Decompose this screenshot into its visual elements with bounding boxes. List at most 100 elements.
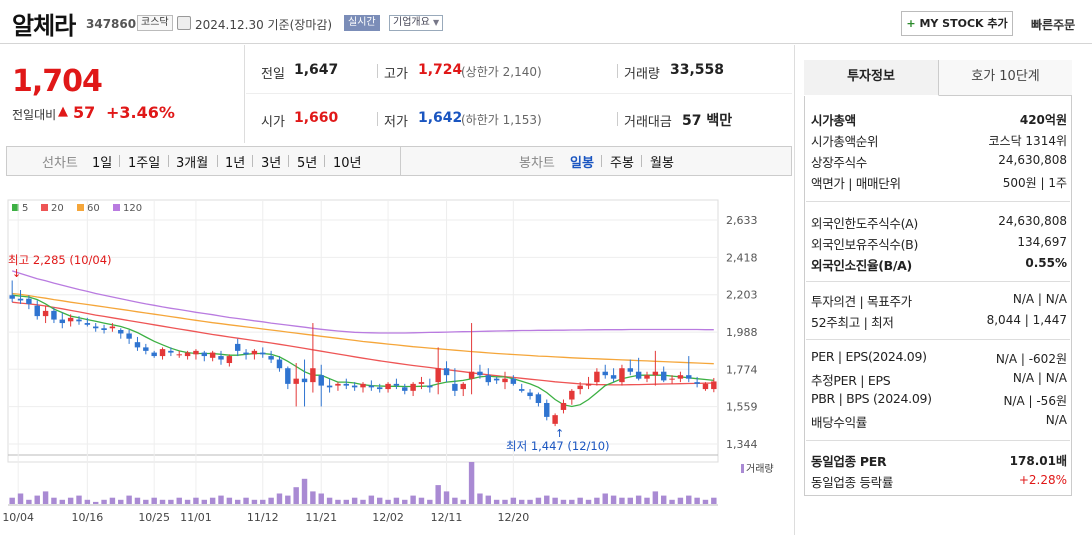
tab-orderbook[interactable]: 호가 10단계 [939,60,1072,96]
volume-bar [118,499,124,504]
legend-label: 120 [123,203,142,214]
tab-10y[interactable]: 10년 [333,156,362,171]
volume-bar [544,495,550,504]
volume-bar [460,499,466,504]
candle-body [635,371,642,379]
volume-bar [410,495,416,504]
tab-1w[interactable]: 1주일 [128,156,161,171]
candle-body [310,368,316,383]
volume-bar [310,491,316,504]
candle-body [159,349,166,357]
volume-bar [510,497,517,504]
candle-body [427,385,433,388]
info-key: 액면가 | 매매단위 [811,176,901,191]
candle-body [669,378,675,380]
volume-bar [627,497,634,504]
price-chart[interactable]: 5 20 60 120 2,633 2,418 2,203 1,988 1,774 1,559 1… [0,180,794,535]
volume-bar [260,499,266,504]
price-box [0,45,245,143]
info-value: 8,044 | 1,447 [986,313,1067,327]
candle-body [268,356,274,360]
candle-body [193,350,199,355]
candle-body [644,375,650,379]
separator [400,147,401,175]
info-value: N/A | N/A [1012,292,1067,306]
current-price: 1,704 [12,64,103,99]
volume-bar [201,499,208,504]
tab-1y[interactable]: 1년 [225,156,246,171]
separator [641,155,642,167]
info-value: 500원 | 1주 [1002,176,1067,190]
tab-monthly[interactable]: 월봉 [650,156,674,171]
candle-body [351,385,358,388]
legend-swatch [113,204,120,211]
candle-body [209,352,216,358]
tab-invest-info[interactable]: 투자정보 [804,60,939,96]
candle-body [660,371,667,381]
candle-body [176,354,182,356]
candle-body [134,342,141,348]
my-stock-add-button[interactable]: + MY STOCK 추가 [901,11,1013,36]
candle-body [569,390,575,400]
high-label: 고가 [384,67,408,82]
info-value: +2.28% [1018,473,1067,487]
info-key: 외국인한도주식수(A) [811,216,919,231]
legend-label: 20 [51,203,64,214]
candle-body [535,394,542,403]
volume-bar [711,497,717,504]
y-tick-label: 1,344 [726,438,758,451]
clock-icon [177,16,191,30]
realtime-button[interactable]: 실시간 [344,15,380,31]
volume-bar [234,499,241,504]
legend-swatch [77,204,84,211]
candle-body [610,375,617,379]
volume-bar [101,499,107,504]
volume-bar [193,497,199,504]
volume-bar [610,495,617,504]
candle-body [335,383,341,386]
candle-body [126,333,132,339]
volume-bar [402,499,408,504]
candle-body [276,359,283,369]
up-arrow-icon: ▲ [58,104,68,119]
company-overview-button[interactable]: 기업개요 ▼ [389,15,444,31]
tab-daily[interactable]: 일봉 [570,156,594,171]
candle-body [301,378,308,383]
volume-bar [502,499,508,504]
quick-order-link[interactable]: 빠른주문 [1031,18,1076,32]
high-annotation: 최고 2,285 (10/04) [8,253,112,267]
amount-value: 57 백만 [682,113,733,129]
volume-bar [343,499,350,504]
chart-legend: 5 20 60 120 [12,203,142,214]
candle-body [468,371,475,379]
volume-bar [594,497,600,504]
info-key: PBR | BPS (2024.09) [811,391,932,406]
tab-5y[interactable]: 5년 [297,156,318,171]
ma-line-ma120 [12,270,714,334]
date-text: 2024.12.30 기준(장마감) [195,18,333,32]
volume-bar [159,499,166,504]
volume-legend-label: 거래량 [746,463,774,475]
tab-3y[interactable]: 3년 [261,156,282,171]
candle-body [76,319,82,322]
panel-divider [794,45,795,535]
candle-body [26,298,32,304]
legend-label: 60 [87,203,100,214]
low-arrow-icon: ↑ [555,427,564,440]
candle-body [260,352,266,355]
volume-bar [644,497,650,504]
candle-body [67,317,74,322]
candle-body [376,387,383,390]
candle-body [42,310,49,317]
tab-1d[interactable]: 1일 [92,156,113,171]
candle-body [101,328,107,331]
candle-body [368,385,375,388]
separator [377,112,378,126]
candle-body [151,352,157,357]
low-label: 저가 [384,115,408,130]
tab-weekly[interactable]: 주봉 [610,156,634,171]
change-label: 전일대비 [12,108,57,122]
candle-body [84,323,91,325]
tab-3m[interactable]: 3개월 [176,156,209,171]
company-overview-label: 기업개요 [393,17,430,28]
